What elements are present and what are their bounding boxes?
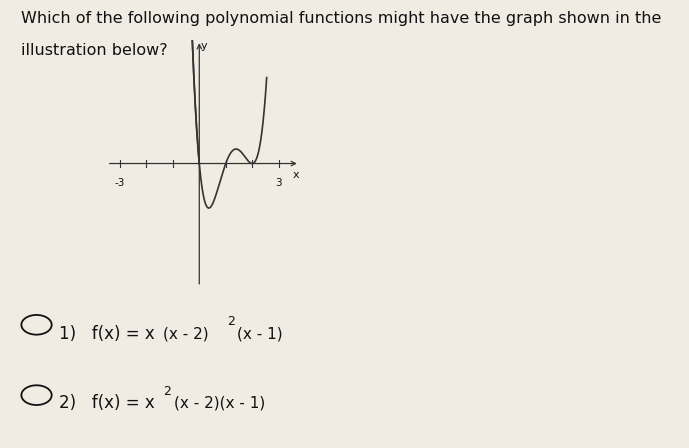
Text: 2: 2 [227,315,235,328]
Text: (x - 1): (x - 1) [236,326,282,341]
Text: 2: 2 [163,384,171,398]
Text: 1)   f(x) = x: 1) f(x) = x [59,325,154,343]
Text: 2)   f(x) = x: 2) f(x) = x [59,394,154,412]
Text: y: y [200,42,207,52]
Text: 3: 3 [276,178,282,188]
Text: Which of the following polynomial functions might have the graph shown in the: Which of the following polynomial functi… [21,11,661,26]
Text: (x - 2): (x - 2) [163,326,209,341]
Text: x: x [292,170,299,180]
Text: illustration below?: illustration below? [21,43,167,57]
Text: (x - 2)(x - 1): (x - 2)(x - 1) [174,396,266,411]
Text: -3: -3 [115,178,125,188]
